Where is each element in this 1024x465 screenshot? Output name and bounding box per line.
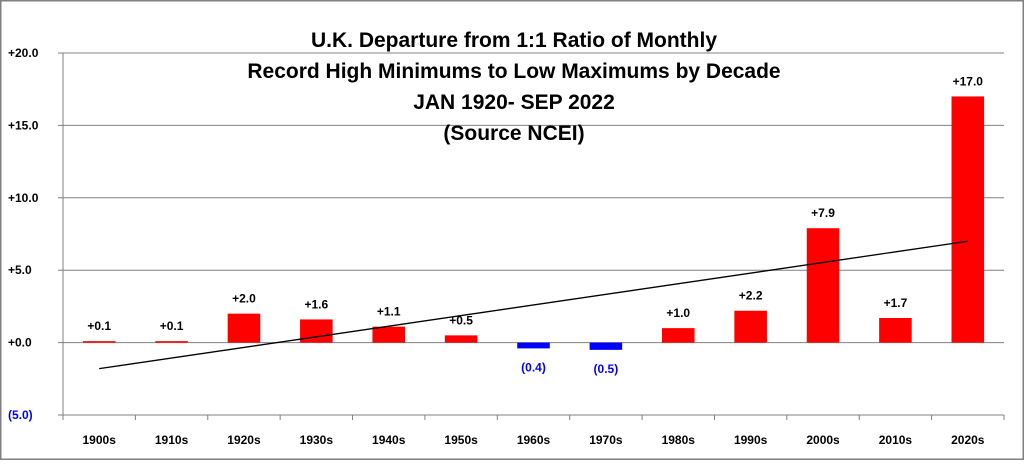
data-label-2010s: +1.7 xyxy=(884,296,908,310)
x-tick-label-1940s: 1940s xyxy=(372,433,406,447)
data-label-1960s: (0.4) xyxy=(521,360,546,374)
bar-1950s xyxy=(444,335,478,343)
x-tick-label-2010s: 2010s xyxy=(879,433,913,447)
x-tick-label-1910s: 1910s xyxy=(155,433,189,447)
bars xyxy=(82,96,985,350)
data-label-1980s: +1.0 xyxy=(666,306,690,320)
x-tick-label-1930s: 1930s xyxy=(300,433,334,447)
trendline-group xyxy=(99,240,968,370)
bar-1930s xyxy=(300,319,333,343)
data-label-1950s: +0.5 xyxy=(449,313,473,327)
x-tick-label-1900s: 1900s xyxy=(83,433,117,447)
x-tick-label-1920s: 1920s xyxy=(227,433,261,447)
y-tick-label-0: +20.0 xyxy=(8,46,39,60)
title-line-3: JAN 1920- SEP 2022 xyxy=(413,91,615,114)
x-tick-label-2020s: 2020s xyxy=(951,433,985,447)
data-label-1910s: +0.1 xyxy=(160,319,184,333)
bar-1960s xyxy=(517,342,550,349)
data-labels: +0.1 +0.1 +2.0 +1.6 +1.1 +0.5 (0.4) (0.5) +1.0 +2… xyxy=(87,74,983,375)
data-label-1970s: (0.5) xyxy=(594,362,619,376)
x-tick-label-1960s: 1960s xyxy=(517,433,551,447)
x-tick-label-2000s: 2000s xyxy=(806,433,840,447)
bar-1940s xyxy=(372,326,406,343)
data-label-1990s: +2.2 xyxy=(739,289,763,303)
bar-1910s xyxy=(155,341,188,343)
bar-1980s xyxy=(661,328,695,343)
data-label-1920s: +2.0 xyxy=(232,292,256,306)
data-label-1930s: +1.6 xyxy=(304,297,328,311)
x-tick-label-1950s: 1950s xyxy=(444,433,478,447)
title-line-2: Record High Minimums to Low Maximums by … xyxy=(247,60,780,83)
title-line-1: U.K. Departure from 1:1 Ratio of Monthly xyxy=(311,29,717,52)
bar-1990s xyxy=(734,310,767,343)
y-tick-label-4: +0.0 xyxy=(8,336,32,350)
data-label-1900s: +0.1 xyxy=(87,319,111,333)
data-label-2000s: +7.9 xyxy=(811,206,835,220)
data-label-2020s: +17.0 xyxy=(953,74,984,88)
x-tick-label-1970s: 1970s xyxy=(589,433,623,447)
title-line-4: (Source NCEI) xyxy=(443,122,584,145)
bar-2010s xyxy=(879,317,912,343)
bar-2020s xyxy=(951,96,985,343)
bar-1970s xyxy=(589,342,623,350)
bar-1920s xyxy=(227,313,261,343)
y-tick-label-3: +5.0 xyxy=(8,263,32,277)
x-tick-label-1990s: 1990s xyxy=(734,433,768,447)
trendline xyxy=(99,240,968,370)
x-tick-label-1980s: 1980s xyxy=(662,433,696,447)
bar-2000s xyxy=(806,228,840,343)
y-tick-label-1: +15.0 xyxy=(8,118,39,132)
axes: +20.0 +15.0 +10.0 +5.0 +0.0 (5.0) 1900s 1910s 19… xyxy=(8,46,1005,447)
data-label-1940s: +1.1 xyxy=(377,305,401,319)
y-tick-label-2: +10.0 xyxy=(8,191,39,205)
bar-1900s xyxy=(82,341,116,343)
y-tick-label-5: (5.0) xyxy=(8,408,33,422)
chart-title: U.K. Departure from 1:1 Ratio of Monthly… xyxy=(247,29,780,145)
